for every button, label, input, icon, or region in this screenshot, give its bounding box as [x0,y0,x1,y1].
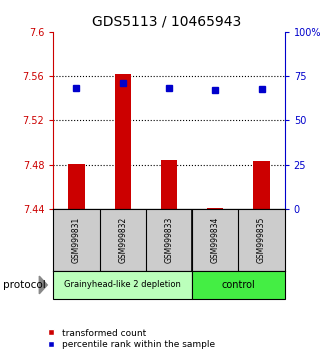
Bar [192,271,285,299]
Bar [207,208,223,209]
Text: GSM999831: GSM999831 [72,217,81,263]
Bar [53,271,192,299]
Text: Grainyhead-like 2 depletion: Grainyhead-like 2 depletion [64,280,181,290]
Polygon shape [39,276,47,294]
Legend: transformed count, percentile rank within the sample: transformed count, percentile rank withi… [48,329,215,349]
Text: GSM999835: GSM999835 [257,217,266,263]
Bar [68,164,85,209]
Bar [161,160,177,209]
Bar [253,161,270,209]
Text: control: control [221,280,255,290]
Text: GDS5113 / 10465943: GDS5113 / 10465943 [92,14,241,28]
Text: GSM999832: GSM999832 [118,217,127,263]
Text: GSM999834: GSM999834 [211,217,220,263]
Text: GSM999833: GSM999833 [165,217,173,263]
Bar [115,74,131,209]
Text: protocol: protocol [3,280,46,290]
